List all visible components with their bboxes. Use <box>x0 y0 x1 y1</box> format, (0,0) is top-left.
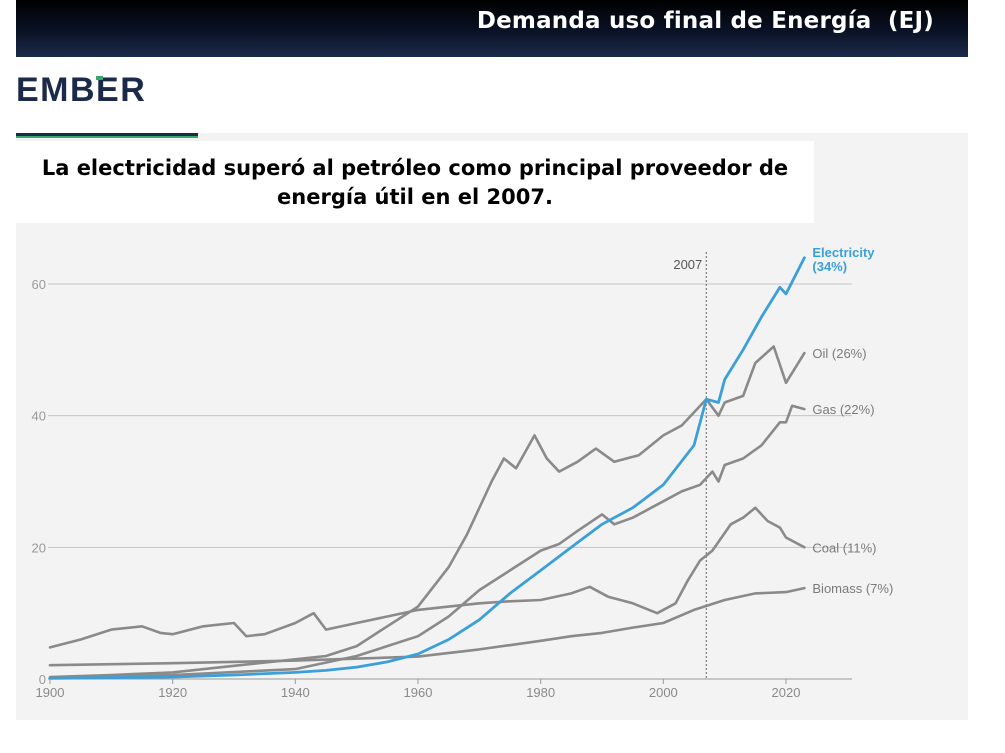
headline-line-1: La electricidad superó al petróleo como … <box>41 156 789 180</box>
ember-logo: EMBER <box>16 70 166 115</box>
ember-logo-text: EMBER <box>16 71 146 109</box>
logo-rule-accent <box>16 136 198 138</box>
headline-line-2: energía útil en el 2007. <box>277 185 553 209</box>
logo-rule <box>16 133 198 136</box>
title-banner: Demanda uso final de Energía (EJ) <box>16 0 968 57</box>
banner-title: Demanda uso final de Energía (EJ) <box>476 8 934 34</box>
ember-logo-mark: EMBER <box>16 71 146 109</box>
headline: La electricidad superó al petróleo como … <box>16 141 814 223</box>
logo-accent-top <box>96 76 103 80</box>
